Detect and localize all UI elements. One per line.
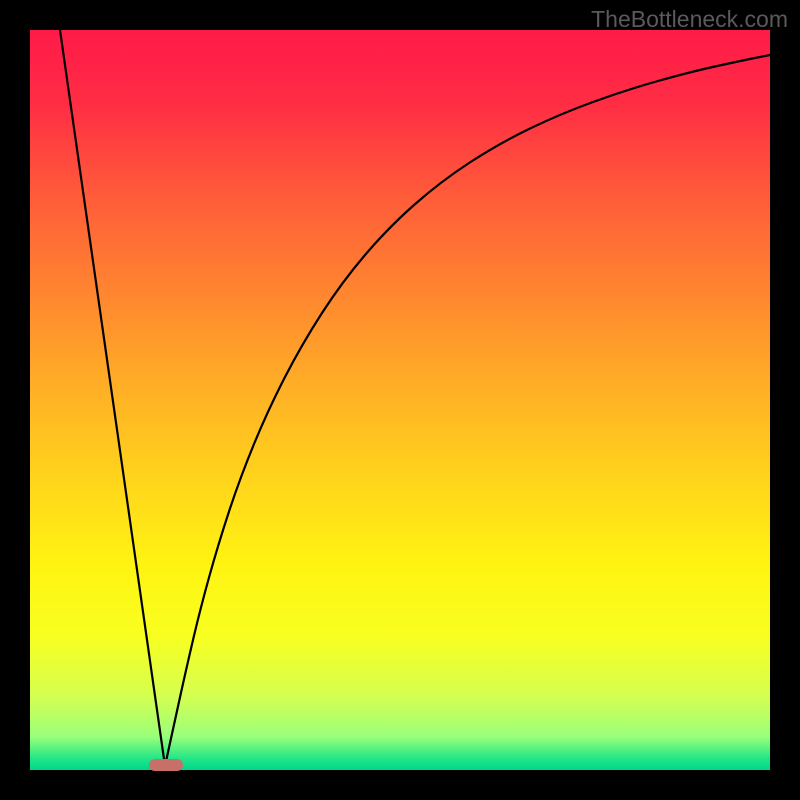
optimal-marker bbox=[149, 759, 183, 771]
plot-area bbox=[30, 30, 770, 770]
bottleneck-curve bbox=[30, 30, 770, 770]
curve-path bbox=[60, 30, 770, 766]
chart-container: { "watermark": { "text": "TheBottleneck.… bbox=[0, 0, 800, 800]
watermark-text: TheBottleneck.com bbox=[591, 6, 788, 33]
